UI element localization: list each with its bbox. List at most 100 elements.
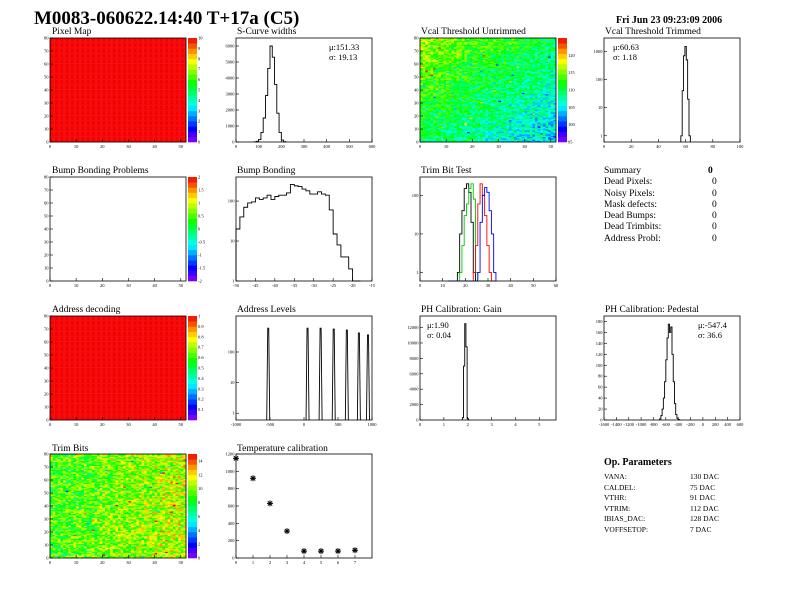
- heatmap-cell: [84, 58, 87, 61]
- heatmap-cell: [65, 75, 69, 78]
- heatmap-cell: [89, 126, 93, 128]
- heatmap-cell: [60, 71, 64, 74]
- heatmap-cell: [102, 70, 106, 73]
- heatmap-cell: [81, 66, 85, 69]
- heatmap-cell: [60, 45, 64, 48]
- heatmap-cell: [86, 95, 90, 97]
- heatmap-cell: [91, 62, 95, 65]
- heatmap-cell: [76, 40, 80, 43]
- heatmap-cell: [107, 60, 111, 62]
- heatmap-cell: [50, 41, 53, 44]
- heatmap-cell: [99, 101, 103, 104]
- heatmap-cell: [97, 112, 100, 114]
- heatmap-cell: [97, 44, 100, 47]
- heatmap-cell: [73, 92, 77, 95]
- heatmap-cell: [73, 66, 77, 69]
- heatmap-cell: [76, 49, 80, 52]
- heatmap-cell: [68, 84, 72, 87]
- heatmap-cell: [94, 84, 98, 87]
- heatmap-cell: [107, 67, 111, 70]
- heatmap-cell: [115, 53, 119, 56]
- heatmap-cell: [52, 43, 56, 45]
- heatmap-cell: [55, 104, 59, 106]
- palette-swatch: [188, 48, 197, 54]
- heatmap-cell: [107, 132, 111, 135]
- heatmap-cell: [84, 127, 87, 130]
- heatmap-cell: [52, 82, 56, 84]
- heatmap-cell: [84, 74, 87, 76]
- heatmap-cell: [50, 65, 53, 67]
- palette-swatch: [188, 90, 197, 96]
- heatmap-cell: [70, 126, 74, 128]
- heatmap-cell: [70, 57, 74, 60]
- heatmap-cell: [120, 116, 124, 118]
- heatmap-cell: [50, 67, 53, 70]
- heatmap-cell: [65, 132, 69, 135]
- heatmap-cell: [68, 105, 72, 108]
- heatmap-cell: [68, 41, 72, 44]
- heatmap-cell: [57, 123, 61, 126]
- heatmap-cell: [70, 92, 74, 95]
- heatmap-cell: [107, 86, 111, 88]
- heatmap-cell: [97, 39, 100, 41]
- heatmap-cell: [73, 61, 77, 63]
- heatmap-cell: [104, 118, 108, 121]
- heatmap-cell: [63, 101, 66, 104]
- heatmap-cell: [70, 84, 74, 87]
- heatmap-cell: [81, 43, 85, 45]
- heatmap-cell: [57, 79, 61, 82]
- heatmap-cell: [68, 75, 72, 78]
- heatmap-cell: [120, 127, 124, 130]
- heatmap-cell: [115, 123, 119, 126]
- heatmap-cell: [78, 86, 82, 88]
- heatmap-cell: [76, 118, 80, 121]
- heatmap-cell: [50, 84, 53, 87]
- heatmap-cell: [107, 127, 111, 130]
- heatmap-cell: [118, 100, 121, 102]
- heatmap-cell: [60, 101, 64, 104]
- heatmap-cell: [65, 134, 69, 136]
- heatmap-cell: [115, 91, 119, 93]
- heatmap-cell: [78, 113, 82, 115]
- heatmap-cell: [102, 126, 106, 128]
- heatmap-cell: [78, 131, 82, 134]
- heatmap-cell: [84, 103, 87, 105]
- heatmap-cell: [65, 118, 69, 121]
- heatmap-cell: [70, 83, 74, 86]
- heatmap-cell: [84, 52, 87, 54]
- heatmap-cell: [84, 84, 87, 87]
- heatmap-cell: [102, 41, 106, 44]
- heatmap-cell: [110, 61, 114, 63]
- heatmap-cell: [76, 140, 80, 143]
- heatmap-cell: [78, 95, 82, 97]
- heatmap-cell: [84, 126, 87, 128]
- heatmap-cell: [99, 92, 103, 95]
- heatmap-cell: [102, 51, 106, 53]
- y-tick-label: 80: [44, 36, 49, 41]
- heatmap-cell: [115, 62, 119, 65]
- heatmap-cell: [68, 40, 72, 43]
- heatmap-cell: [99, 116, 103, 118]
- heatmap-cell: [52, 73, 56, 75]
- heatmap-cell: [110, 67, 114, 70]
- heatmap-cell: [104, 84, 108, 87]
- heatmap-cell: [102, 99, 106, 101]
- heatmap-cell: [99, 43, 103, 45]
- heatmap-cell: [118, 47, 121, 49]
- heatmap-cell: [81, 96, 85, 99]
- heatmap-cell: [89, 132, 93, 135]
- heatmap-cell: [86, 99, 90, 101]
- heatmap-cell: [89, 84, 93, 87]
- heatmap-cell: [99, 96, 103, 99]
- heatmap-cell: [107, 83, 111, 86]
- heatmap-cell: [115, 118, 119, 121]
- heatmap-cell: [102, 135, 106, 138]
- heatmap-cell: [76, 109, 80, 112]
- heatmap-cell: [120, 78, 124, 80]
- heatmap-cell: [115, 82, 119, 84]
- heatmap-cell: [118, 71, 121, 74]
- heatmap-cell: [115, 79, 119, 82]
- heatmap-cell: [99, 131, 103, 134]
- heatmap-cell: [107, 129, 111, 131]
- heatmap-cell: [99, 113, 103, 115]
